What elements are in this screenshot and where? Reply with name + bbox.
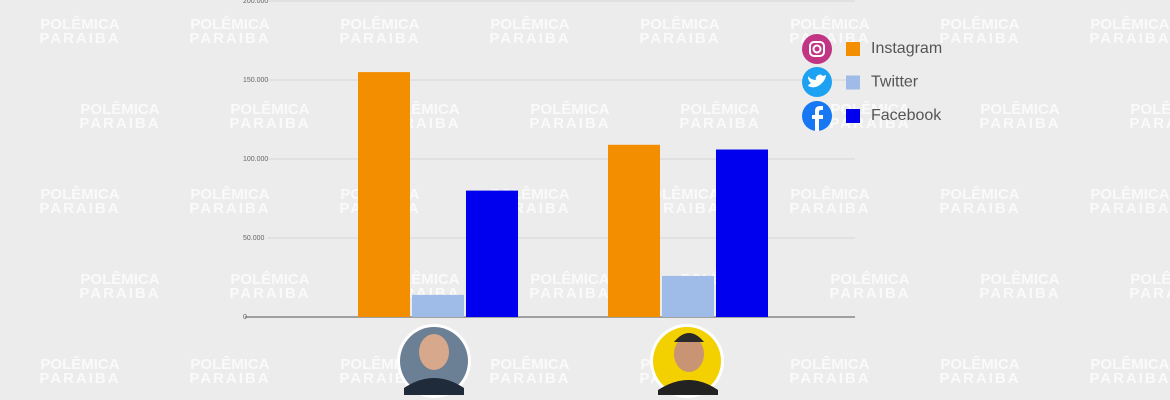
legend-label: Facebook bbox=[871, 107, 942, 124]
photo-2 bbox=[650, 324, 724, 398]
watermark: PARAIBA bbox=[489, 30, 570, 47]
watermark: PARAIBA bbox=[939, 370, 1020, 387]
photo-1 bbox=[397, 324, 471, 398]
watermark: PARAIBA bbox=[229, 285, 310, 302]
watermark: POLÊMICA bbox=[190, 355, 269, 373]
legend-swatch bbox=[846, 75, 860, 90]
watermark: POLÊMICA bbox=[790, 355, 869, 373]
watermark: PARAIBA bbox=[79, 115, 160, 132]
legend-swatch bbox=[846, 42, 860, 56]
watermark: PARAIBA bbox=[529, 115, 610, 132]
watermark: PARAIBA bbox=[1089, 30, 1170, 47]
facebook-icon bbox=[802, 101, 832, 131]
watermark: POLÊMICA bbox=[1130, 270, 1170, 288]
twitter-icon bbox=[802, 67, 832, 97]
watermark: PARAIBA bbox=[939, 200, 1020, 217]
watermark: PARAIBA bbox=[979, 285, 1060, 302]
watermark: PARAIBA bbox=[229, 115, 310, 132]
watermark: POLÊMICA bbox=[340, 15, 419, 33]
watermark: PARAIBA bbox=[1129, 115, 1170, 132]
watermark: POLÊMICA bbox=[940, 185, 1019, 203]
bar bbox=[716, 149, 768, 317]
watermark: PARAIBA bbox=[789, 370, 870, 387]
instagram-icon bbox=[802, 34, 832, 64]
watermark: POLÊMICA bbox=[80, 100, 159, 118]
legend: Instagram Twitter Facebook bbox=[846, 40, 942, 124]
legend-swatch bbox=[846, 109, 860, 123]
watermark: POLÊMICA bbox=[40, 355, 119, 373]
watermark: POLÊMICA bbox=[230, 100, 309, 118]
watermark: POLÊMICA bbox=[1090, 355, 1169, 373]
watermark: POLÊMICA bbox=[530, 100, 609, 118]
watermark: POLÊMICA bbox=[490, 15, 569, 33]
watermark: PARAIBA bbox=[39, 30, 120, 47]
bar bbox=[358, 72, 410, 317]
watermark: PARAIBA bbox=[1089, 200, 1170, 217]
watermark: POLÊMICA bbox=[530, 270, 609, 288]
y-tick-label: 50.000 bbox=[243, 235, 265, 242]
watermark: POLÊMICA bbox=[80, 270, 159, 288]
watermark: POLÊMICA bbox=[40, 15, 119, 33]
y-tick-label: 150.000 bbox=[243, 77, 268, 84]
watermark: POLÊMICA bbox=[790, 15, 869, 33]
watermark: POLÊMICA bbox=[1090, 185, 1169, 203]
watermark: PARAIBA bbox=[39, 370, 120, 387]
watermark: PARAIBA bbox=[529, 285, 610, 302]
watermark: POLÊMICA bbox=[640, 185, 719, 203]
watermark: POLÊMICA bbox=[980, 270, 1059, 288]
watermark: POLÊMICA bbox=[640, 15, 719, 33]
bar bbox=[466, 190, 518, 317]
watermark: PARAIBA bbox=[789, 200, 870, 217]
watermark: PARAIBA bbox=[679, 115, 760, 132]
watermark: POLÊMICA bbox=[230, 270, 309, 288]
y-tick-label: 200.000 bbox=[243, 0, 268, 5]
watermark: PARAIBA bbox=[189, 30, 270, 47]
watermark: PARAIBA bbox=[829, 285, 910, 302]
legend-label: Instagram bbox=[871, 40, 942, 57]
watermark: PARAIBA bbox=[979, 115, 1060, 132]
watermark: POLÊMICA bbox=[40, 185, 119, 203]
bar bbox=[662, 275, 714, 317]
watermark: PARAIBA bbox=[639, 30, 720, 47]
legend-label: Twitter bbox=[871, 74, 919, 91]
watermark: POLÊMICA bbox=[940, 15, 1019, 33]
watermark: POLÊMICA bbox=[190, 185, 269, 203]
watermark: PARAIBA bbox=[339, 370, 420, 387]
watermark: POLÊMICA bbox=[940, 355, 1019, 373]
bar bbox=[608, 144, 660, 317]
watermark: POLÊMICA bbox=[680, 100, 759, 118]
bar bbox=[412, 294, 464, 317]
watermark: POLÊMICA bbox=[1130, 100, 1170, 118]
watermark: PARAIBA bbox=[939, 30, 1020, 47]
y-tick-label: 100.000 bbox=[243, 156, 268, 163]
watermark: POLÊMICA bbox=[1090, 15, 1169, 33]
watermark: PARAIBA bbox=[39, 200, 120, 217]
watermark: PARAIBA bbox=[189, 370, 270, 387]
watermark: PARAIBA bbox=[489, 370, 570, 387]
watermark: POLÊMICA bbox=[980, 100, 1059, 118]
watermark: POLÊMICA bbox=[190, 15, 269, 33]
watermark: POLÊMICA bbox=[830, 270, 909, 288]
watermark: POLÊMICA bbox=[790, 185, 869, 203]
watermark: PARAIBA bbox=[1129, 285, 1170, 302]
watermark: POLÊMICA bbox=[490, 355, 569, 373]
watermark: PARAIBA bbox=[339, 30, 420, 47]
watermark: PARAIBA bbox=[1089, 370, 1170, 387]
watermark: PARAIBA bbox=[189, 200, 270, 217]
watermark: PARAIBA bbox=[79, 285, 160, 302]
